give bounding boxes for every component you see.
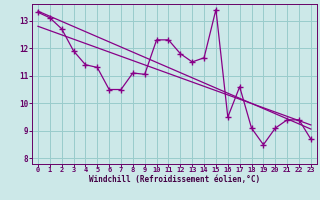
- X-axis label: Windchill (Refroidissement éolien,°C): Windchill (Refroidissement éolien,°C): [89, 175, 260, 184]
